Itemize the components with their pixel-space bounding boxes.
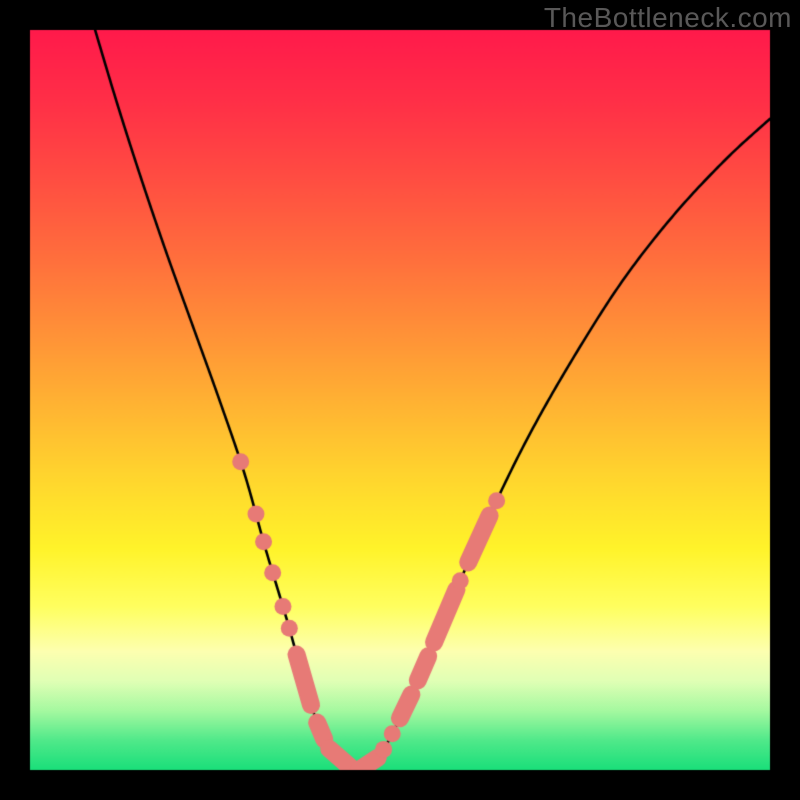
chart-root: TheBottleneck.com — [0, 0, 800, 800]
chart-canvas — [0, 0, 800, 800]
watermark-label: TheBottleneck.com — [544, 0, 792, 34]
